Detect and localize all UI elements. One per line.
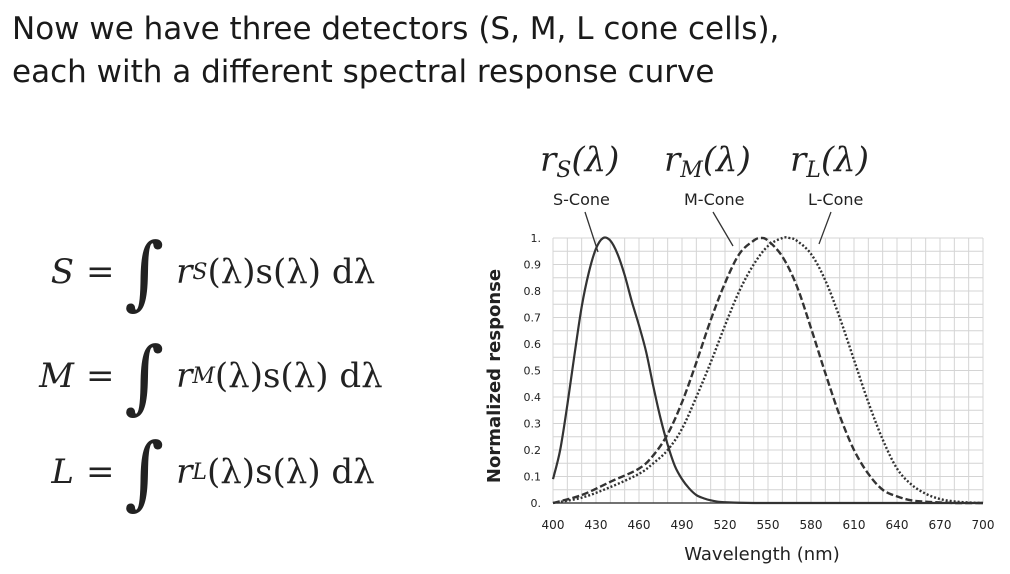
formula-arg: (λ) <box>571 140 620 180</box>
formula-rs: rS(λ) <box>540 140 619 183</box>
l-cone-curve <box>552 236 984 505</box>
x-axis-label: Wavelength (nm) <box>684 544 840 565</box>
integrand: (λ)s(λ) dλ <box>207 252 376 292</box>
title-line-1: Now we have three detectors (S, M, L con… <box>12 11 780 47</box>
chart-grid <box>552 237 984 504</box>
s-cone-pointer <box>584 211 599 253</box>
formula-r: r <box>664 140 681 180</box>
y-tick-label: 0.6 <box>524 338 542 351</box>
x-tick-label: 490 <box>671 518 694 532</box>
equals-sign: = <box>86 356 115 396</box>
chart-curves <box>551 236 984 505</box>
integral-icon: ∫ <box>124 224 165 319</box>
integral-icon: ∫ <box>124 424 165 519</box>
m-cone-pointer <box>712 211 734 247</box>
m-cone-curve <box>552 236 984 505</box>
response-symbol: r <box>176 452 193 492</box>
slide-title: Now we have three detectors (S, M, L con… <box>12 8 779 94</box>
x-tick-label: 700 <box>972 518 995 532</box>
formula-arg: (λ) <box>820 140 869 180</box>
y-tick-label: 0.4 <box>524 391 542 404</box>
formula-sub: L <box>806 158 821 183</box>
x-tick-label: 520 <box>714 518 737 532</box>
y-axis-label: Normalized response <box>484 269 505 483</box>
equation-lhs: L <box>51 452 74 492</box>
response-subscript: S <box>192 259 208 285</box>
x-tick-label: 400 <box>542 518 565 532</box>
m-cone-label: M-Cone <box>684 190 745 209</box>
x-tick-label: 460 <box>628 518 651 532</box>
l-cone-label: L-Cone <box>808 190 864 209</box>
chart-ticks: 400 430 460 490 520 550 580 610 640 670 700 0. 0.1 0.… <box>524 232 995 532</box>
y-tick-label: 0. <box>531 497 542 510</box>
y-tick-label: 0.2 <box>524 444 542 457</box>
formula-r: r <box>540 140 557 180</box>
y-tick-label: 0.5 <box>524 365 542 378</box>
formula-rm: rM(λ) <box>664 140 751 183</box>
x-tick-label: 580 <box>800 518 823 532</box>
formula-sub: M <box>680 158 703 183</box>
integral-icon: ∫ <box>124 328 165 423</box>
integrand: (λ)s(λ) dλ <box>214 356 383 396</box>
formula-sub: S <box>556 158 572 183</box>
x-tick-label: 610 <box>843 518 866 532</box>
title-line-2: each with a different spectral response … <box>12 54 715 90</box>
x-tick-label: 640 <box>886 518 909 532</box>
l-cone-pointer <box>818 211 832 245</box>
equals-sign: = <box>86 452 115 492</box>
integrand: (λ)s(λ) dλ <box>206 452 375 492</box>
y-tick-label: 0.1 <box>524 471 542 484</box>
response-subscript: L <box>192 459 207 485</box>
formula-r: r <box>790 140 807 180</box>
formula-rl: rL(λ) <box>790 140 869 183</box>
label-pointers <box>584 211 832 253</box>
y-tick-label: 0.7 <box>524 312 542 325</box>
y-tick-label: 0.3 <box>524 418 542 431</box>
equation-lhs: M <box>39 356 74 396</box>
s-cone-label: S-Cone <box>553 190 610 209</box>
y-tick-label: 0.9 <box>524 259 542 272</box>
formula-arg: (λ) <box>702 140 751 180</box>
response-symbol: r <box>176 356 193 396</box>
equals-sign: = <box>86 252 115 292</box>
equation-lhs: S <box>50 252 74 292</box>
y-tick-label: 1. <box>531 232 542 245</box>
response-symbol: r <box>176 252 193 292</box>
x-tick-label: 430 <box>585 518 608 532</box>
response-subscript: M <box>192 363 215 389</box>
x-tick-label: 550 <box>757 518 780 532</box>
x-tick-label: 670 <box>929 518 952 532</box>
y-tick-label: 0.8 <box>524 285 542 298</box>
